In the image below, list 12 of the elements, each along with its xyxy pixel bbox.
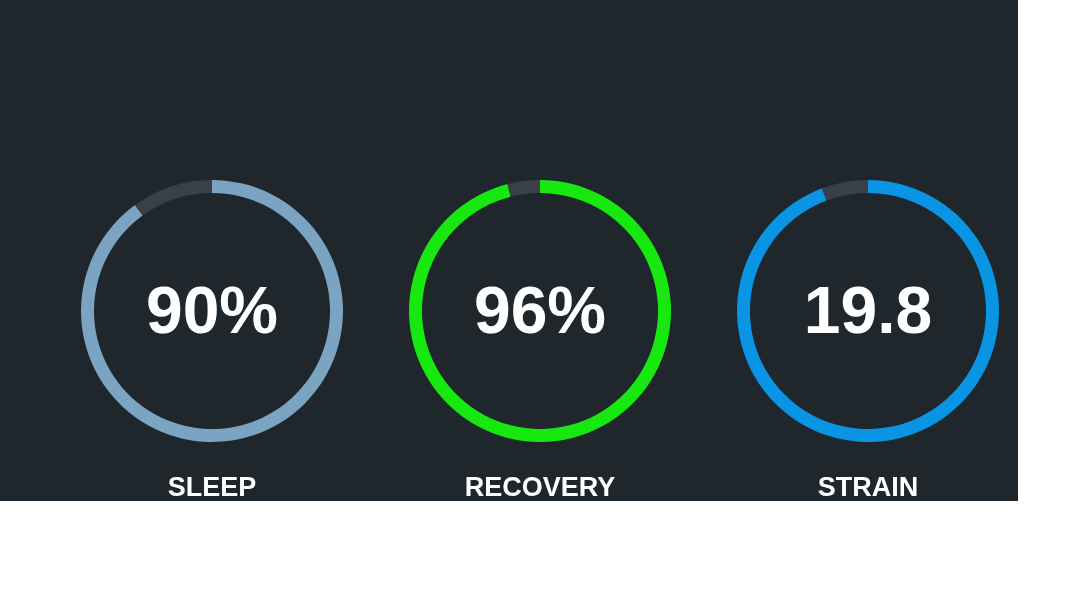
data-label: 90% — [145, 273, 279, 347]
text: RECOVERY — [464, 472, 616, 502]
donut-slice — [507, 180, 540, 197]
donut-slice — [409, 180, 671, 442]
donut-slice — [135, 180, 212, 216]
text: SLEEP — [167, 472, 257, 502]
data-label: 19.8 — [803, 273, 933, 347]
donut-slice — [737, 180, 999, 442]
donut-slice — [821, 180, 868, 201]
text: STRAIN — [817, 472, 919, 502]
data-label: 96% — [473, 273, 607, 347]
donut-slice — [81, 180, 343, 442]
